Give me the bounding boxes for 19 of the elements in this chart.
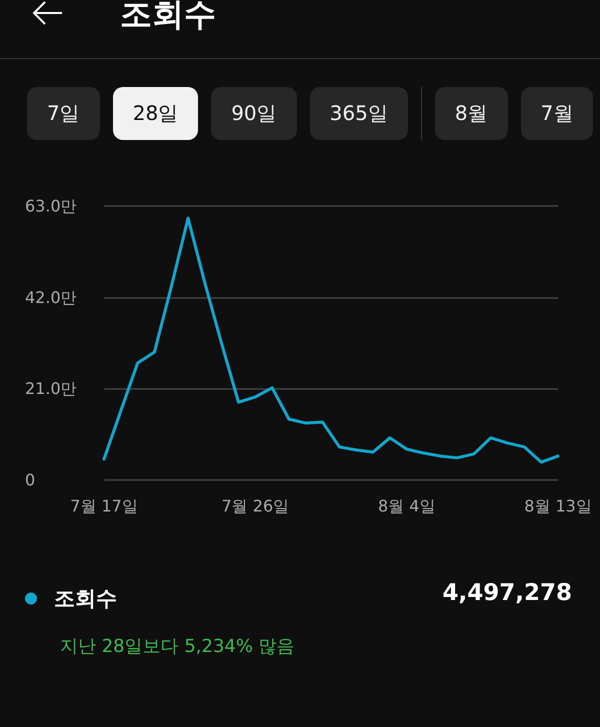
chart-title: 조회수 xyxy=(120,0,216,34)
text: 8월 xyxy=(434,87,508,140)
text: 4,497,278 xyxy=(442,580,572,606)
x-tick-label: 7월 17일 xyxy=(70,496,138,516)
x-tick-label: 8월 13일 xyxy=(524,496,592,516)
x-tick-label: 7월 26일 xyxy=(222,496,290,516)
legend-label: 조회수 xyxy=(54,586,117,610)
text: 지난 28일보다 5,234% 많음 xyxy=(60,635,295,658)
text: 28일 xyxy=(112,87,198,140)
y-tick-label: 42.0만 xyxy=(25,288,77,307)
text: 7일 xyxy=(27,87,100,140)
line-series xyxy=(102,216,560,464)
y-tick-label: 0 xyxy=(25,470,36,490)
y-tick-label: 63.0만 xyxy=(25,196,77,216)
y-tick-label: 21.0만 xyxy=(25,379,77,398)
text: 365일 xyxy=(310,87,408,140)
text: 90일 xyxy=(211,87,297,140)
x-tick-label: 8월 4일 xyxy=(378,496,436,516)
text: 7월 xyxy=(520,87,594,140)
